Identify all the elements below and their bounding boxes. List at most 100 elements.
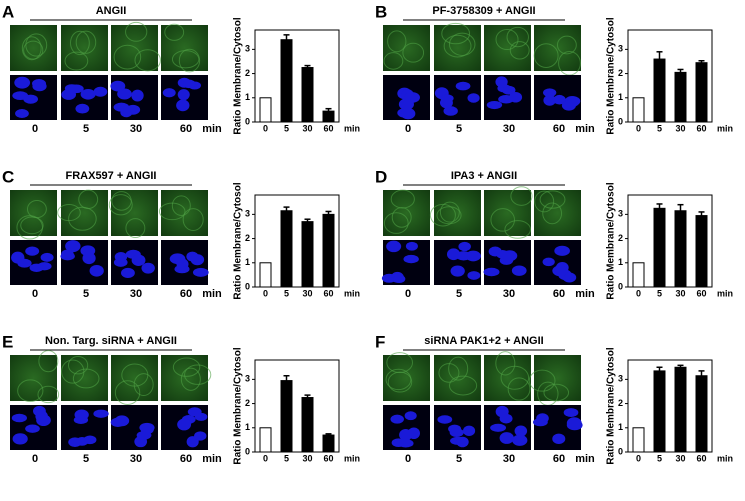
nucleus	[131, 254, 146, 266]
nucleus	[449, 428, 464, 438]
y-tick-label: 0	[245, 446, 250, 456]
nucleus	[407, 427, 420, 440]
nucleus	[393, 274, 406, 283]
x-tick-label: 30	[675, 453, 685, 463]
nucleus	[169, 253, 186, 265]
nucleus	[176, 99, 190, 112]
cell-outline	[510, 186, 533, 206]
time-label: 5	[456, 288, 462, 300]
panel-letter: F	[375, 332, 385, 351]
time-label: 0	[405, 123, 411, 135]
nucleus	[68, 84, 84, 94]
x-tick-label: 0	[636, 288, 641, 298]
panel-letter: C	[2, 167, 14, 186]
cell-outline	[534, 190, 555, 213]
bar	[632, 262, 645, 288]
y-tick-label: 1	[618, 422, 623, 432]
bar	[301, 221, 314, 288]
nucleus	[117, 88, 132, 100]
nucleus	[404, 411, 417, 421]
condition-label: PF-3758309 + ANGII	[432, 5, 535, 17]
y-tick-label: 2	[245, 68, 250, 78]
plot-frame	[254, 29, 340, 123]
bar	[632, 97, 645, 123]
nucleus	[443, 106, 458, 116]
nucleus	[125, 104, 141, 115]
nucleus	[509, 91, 523, 103]
time-label: 0	[32, 288, 38, 300]
cell-outline	[164, 23, 185, 41]
bar	[322, 434, 335, 453]
x-axis-unit: min	[717, 288, 733, 298]
time-label: 60	[553, 288, 565, 300]
nucleus	[455, 81, 471, 91]
gfp-image	[161, 355, 208, 401]
y-tick-label: 3	[245, 44, 250, 54]
bar	[280, 210, 293, 288]
bar	[280, 380, 293, 453]
cell-outline	[171, 50, 200, 69]
y-tick-label: 3	[618, 209, 623, 219]
nucleus	[80, 88, 96, 100]
cell-outline	[113, 44, 142, 70]
time-label: 60	[180, 288, 192, 300]
y-tick-label: 0	[245, 116, 250, 126]
x-tick-label: 60	[696, 453, 706, 463]
x-tick-label: 60	[696, 288, 706, 298]
nucleus	[437, 415, 453, 424]
nucleus	[514, 425, 528, 437]
nucleus	[17, 258, 32, 268]
time-label: 60	[553, 453, 565, 465]
nucleus	[162, 88, 176, 98]
y-axis-label: Ratio Membrane/Cytosol	[606, 347, 617, 464]
time-label: 30	[130, 288, 142, 300]
cell-outline	[182, 208, 204, 231]
nucleus	[486, 100, 503, 110]
cell-outline	[68, 206, 97, 231]
nucleus	[110, 80, 126, 92]
x-tick-label: 30	[302, 288, 312, 298]
cell-outline	[495, 28, 519, 51]
cell-outline	[184, 364, 212, 385]
y-tick-label: 2	[618, 398, 623, 408]
x-tick-label: 0	[263, 288, 268, 298]
y-tick-label: 3	[245, 209, 250, 219]
condition-label: IPA3 + ANGII	[451, 170, 517, 182]
cell-outline	[70, 30, 90, 56]
x-tick-label: 60	[696, 123, 706, 133]
cell-outline	[387, 30, 407, 53]
nucleus	[561, 100, 576, 111]
nucleus	[131, 89, 144, 102]
time-label: 60	[553, 123, 565, 135]
gfp-image	[10, 25, 57, 71]
time-label: 0	[405, 453, 411, 465]
nucleus	[488, 246, 502, 257]
nucleus	[187, 407, 202, 417]
nucleus	[446, 248, 461, 261]
gfp-image	[10, 190, 57, 236]
y-tick-label: 3	[245, 374, 250, 384]
cell-outline	[111, 191, 132, 211]
nucleus	[458, 241, 471, 252]
time-label: 0	[405, 288, 411, 300]
nucleus	[495, 405, 509, 418]
cell-outline	[507, 377, 531, 401]
cell-outline	[37, 385, 60, 404]
nucleus	[190, 254, 205, 266]
bar	[653, 58, 666, 123]
y-axis-label: Ratio Membrane/Cytosol	[233, 347, 244, 464]
cell-outline	[25, 33, 48, 57]
bar	[259, 262, 272, 288]
nucleus	[113, 257, 128, 267]
x-tick-label: 30	[302, 123, 312, 133]
y-tick-label: 1	[245, 257, 250, 267]
cell-outline	[75, 30, 97, 54]
time-label: 5	[456, 123, 462, 135]
cell-outline	[495, 351, 516, 376]
time-label: 5	[456, 453, 462, 465]
condition-label: siRNA PAK1+2 + ANGII	[424, 335, 543, 347]
plot-frame	[254, 359, 340, 453]
nucleus	[136, 431, 152, 440]
